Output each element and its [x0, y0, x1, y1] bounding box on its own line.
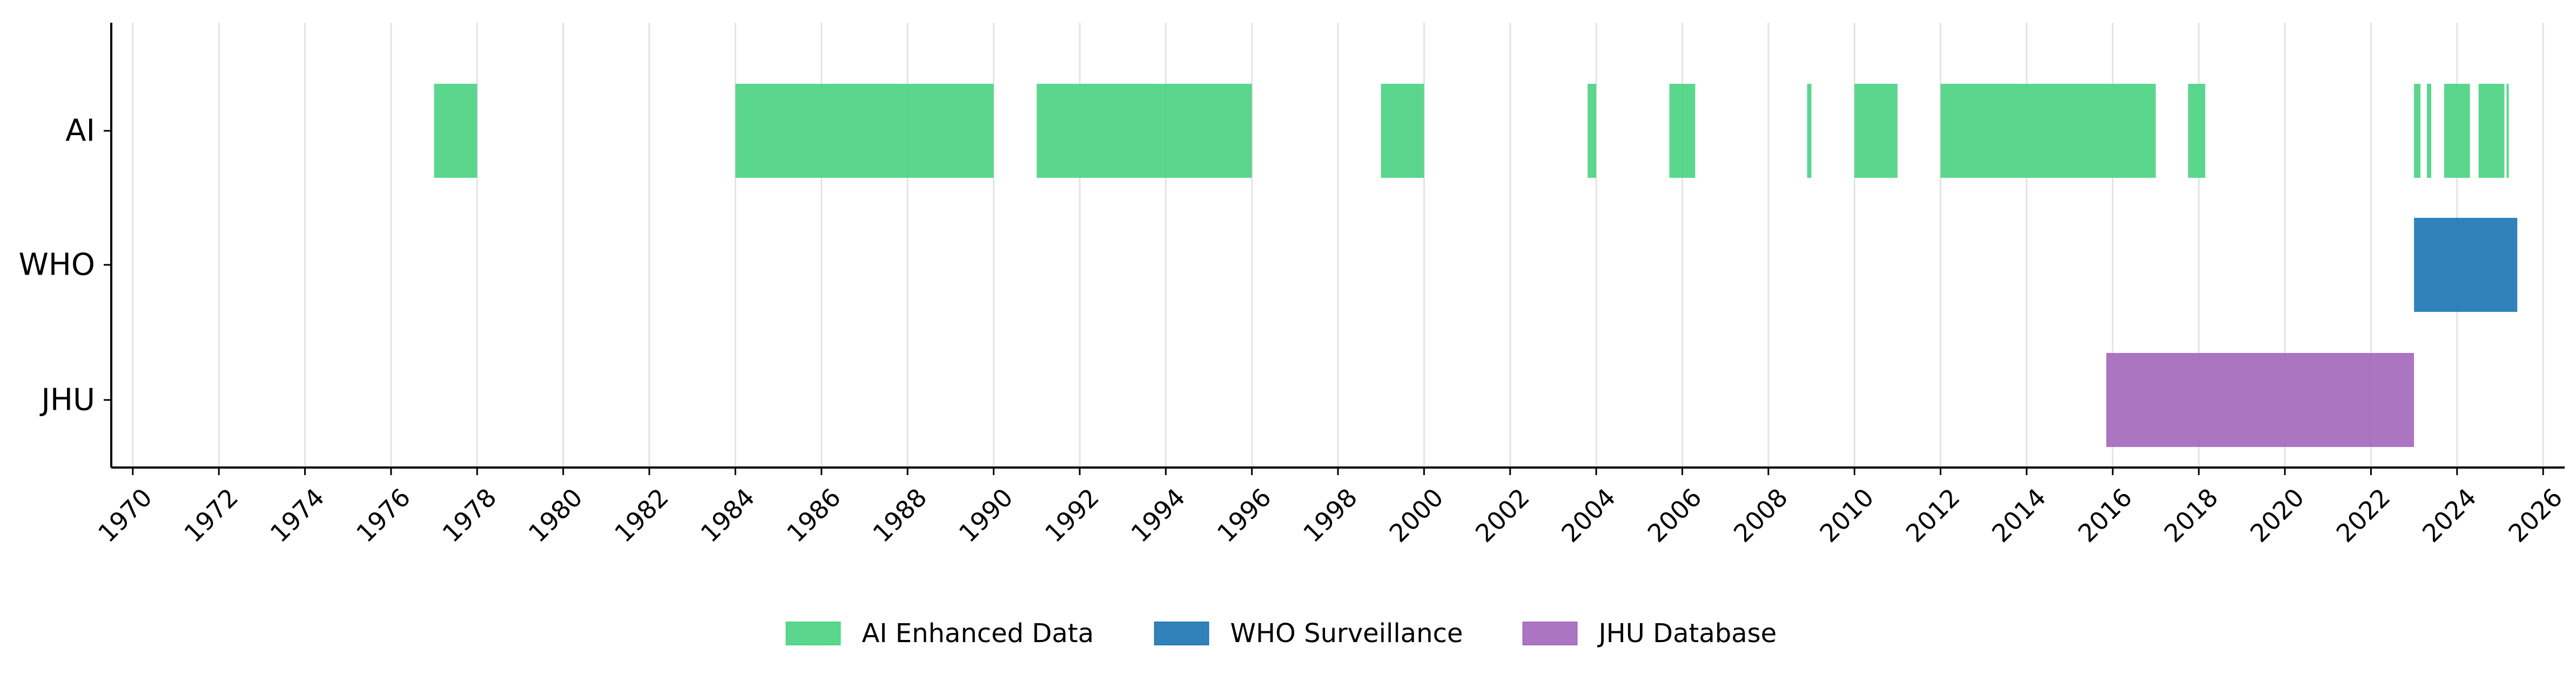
ai-enhanced-data-bar-13	[2444, 84, 2470, 178]
legend-swatch-ai-enhanced-data	[785, 622, 841, 645]
ai-enhanced-data-bar-8	[1854, 84, 1898, 178]
ai-enhanced-data-bar-10	[2188, 84, 2205, 178]
ai-enhanced-data-bar-15	[2506, 84, 2509, 178]
ai-enhanced-data-bar-3	[1037, 84, 1252, 178]
ai-enhanced-data-bar-4	[1381, 84, 1424, 178]
legend-label-ai-enhanced-data: AI Enhanced Data	[862, 618, 1094, 649]
y-tick-label-ai: AI	[65, 114, 95, 149]
y-tick-label-jhu: JHU	[39, 383, 95, 418]
legend-label-jhu-database: JHU Database	[1597, 618, 1777, 649]
jhu-database-bar-1	[2106, 353, 2414, 447]
ai-enhanced-data-bar-14	[2478, 84, 2505, 178]
ai-enhanced-data-bar-6	[1669, 84, 1696, 178]
ai-enhanced-data-bar-9	[1940, 84, 2156, 178]
ai-enhanced-data-bar-5	[1588, 84, 1597, 178]
who-surveillance-bar-1	[2414, 218, 2518, 312]
legend-label-who-surveillance: WHO Surveillance	[1230, 618, 1463, 649]
ai-enhanced-data-bar-7	[1807, 84, 1812, 178]
timeline-bars	[434, 84, 2518, 447]
y-tick-label-who: WHO	[18, 248, 95, 283]
ai-enhanced-data-bar-12	[2427, 84, 2431, 178]
legend-swatch-who-surveillance	[1154, 622, 1209, 645]
ai-enhanced-data-bar-11	[2414, 84, 2421, 178]
y-axis-ticks: AI WHO JHU	[18, 114, 111, 418]
ai-enhanced-data-bar-1	[434, 84, 477, 178]
legend-swatch-jhu-database	[1522, 622, 1578, 645]
ai-enhanced-data-bar-2	[735, 84, 994, 178]
legend: AI Enhanced Data WHO Surveillance JHU Data…	[785, 618, 1777, 649]
